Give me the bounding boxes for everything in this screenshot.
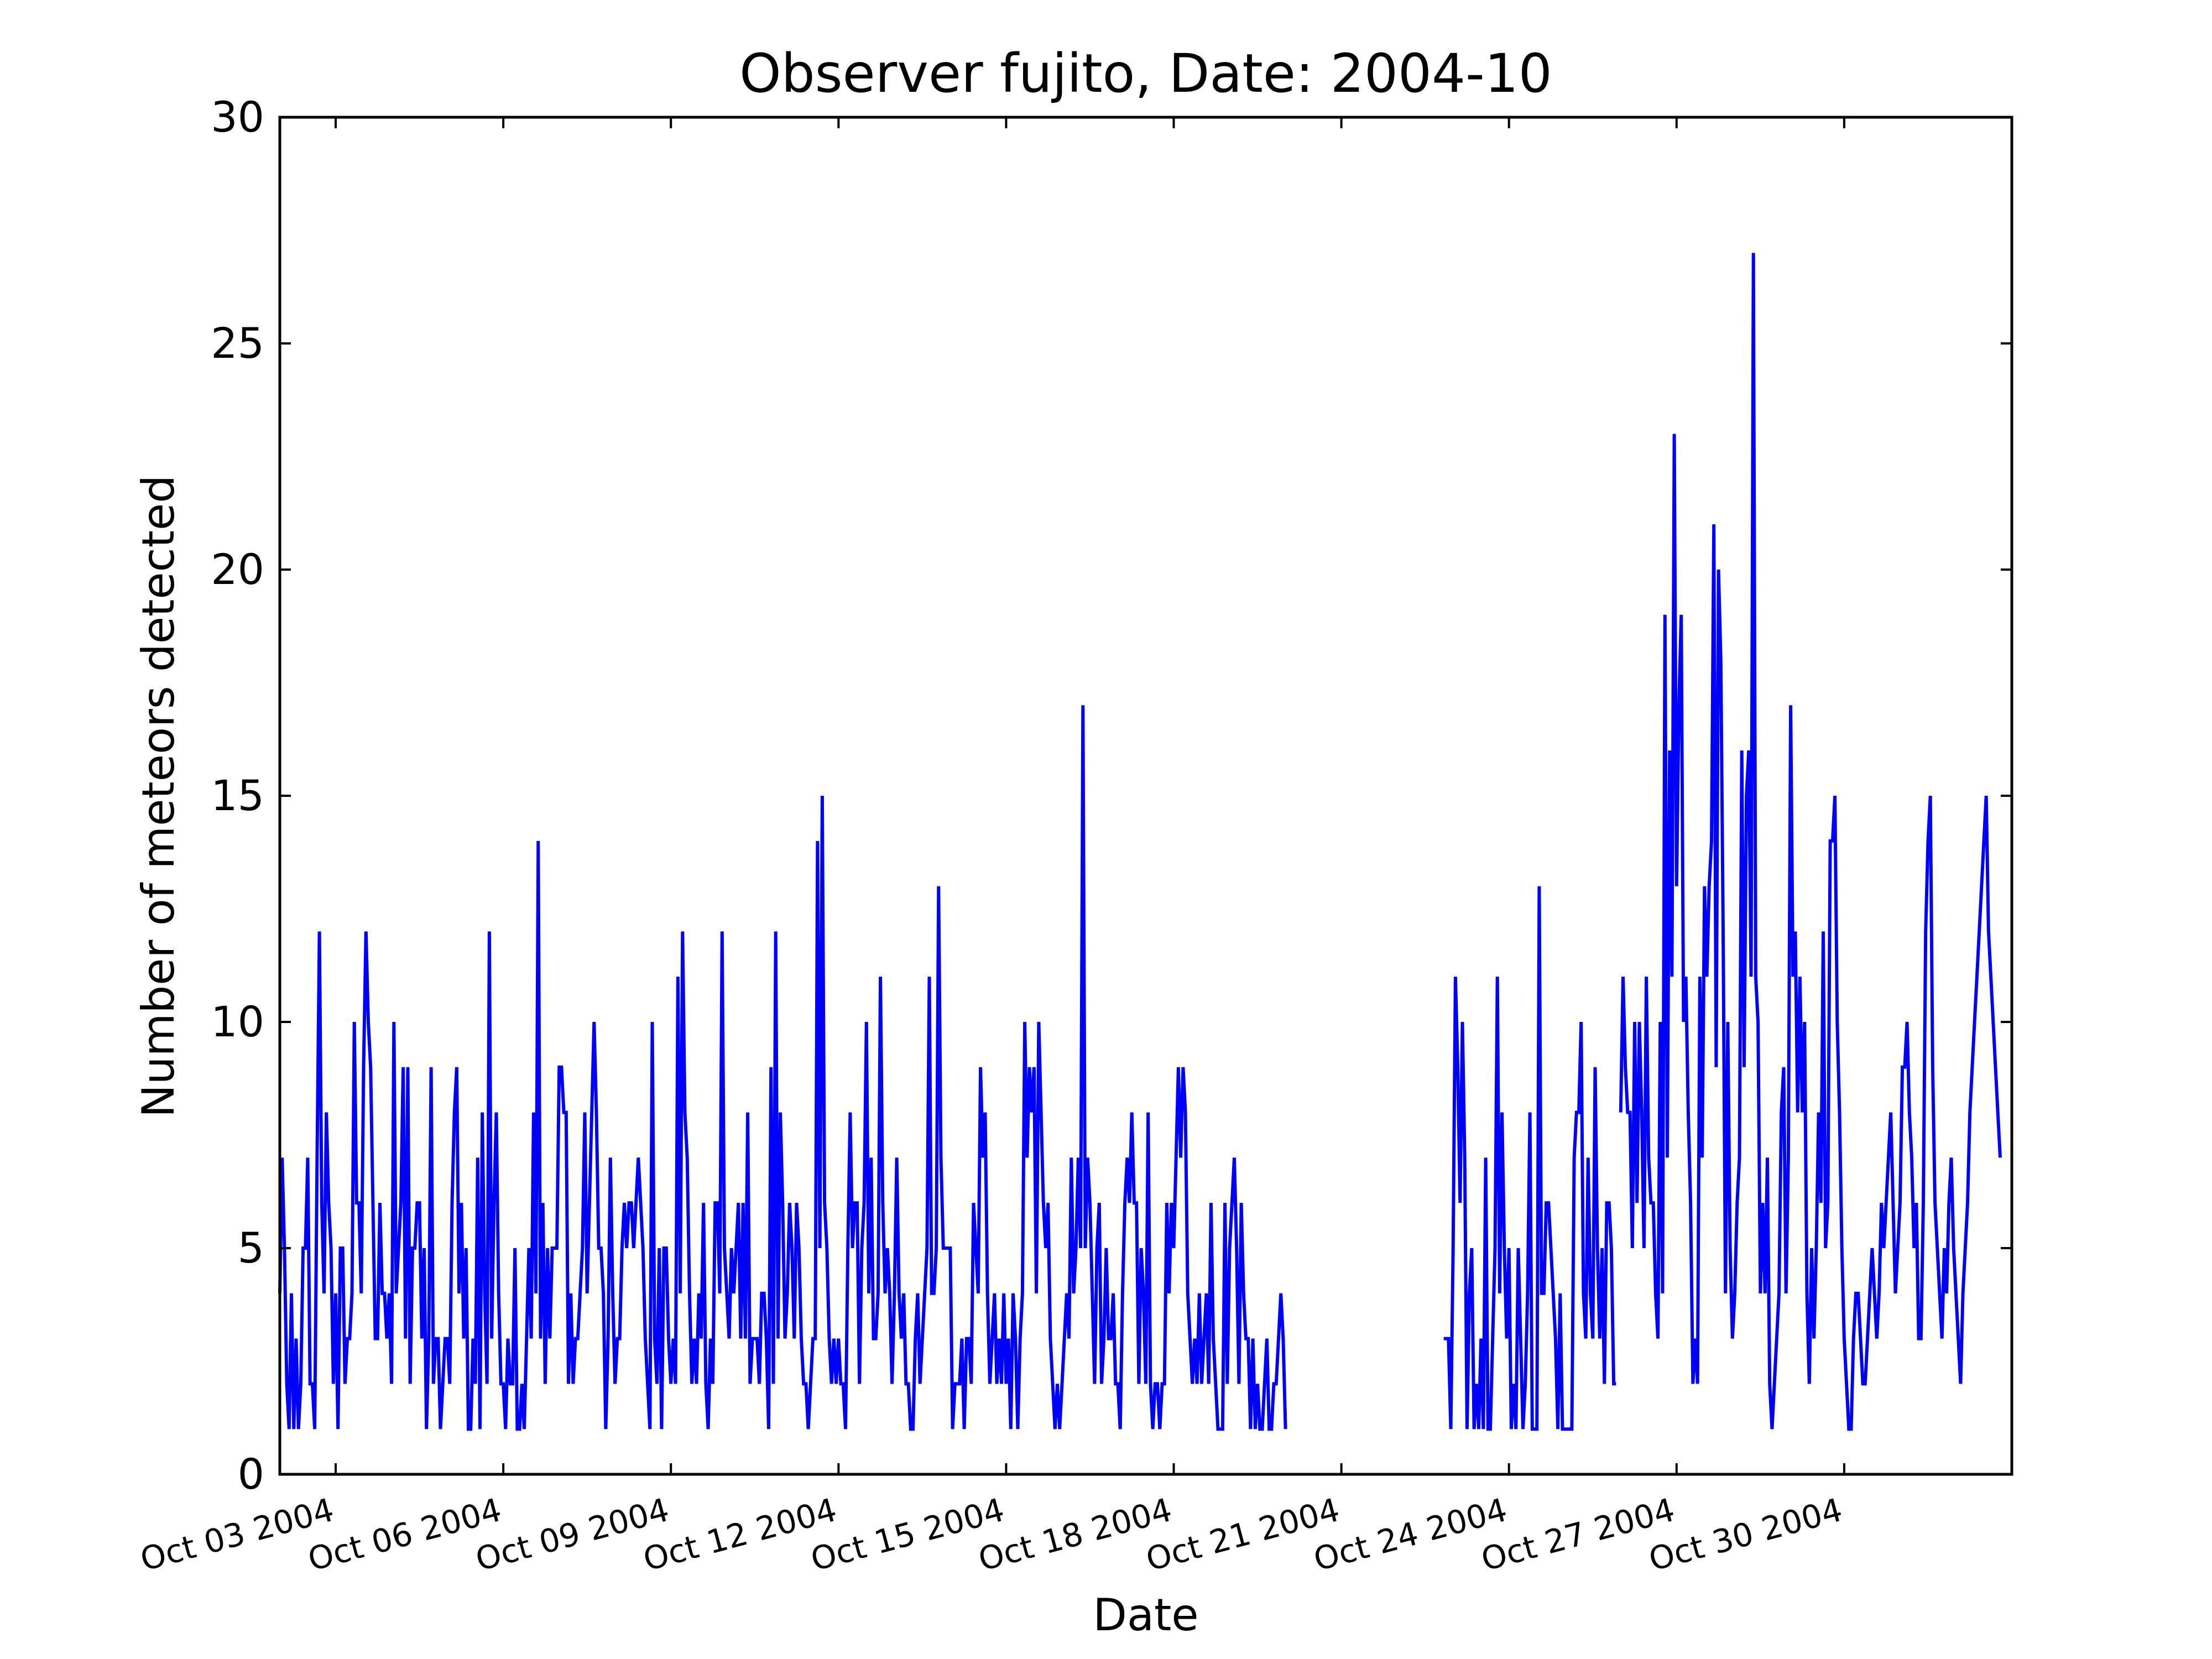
series-line-segment-3: [1619, 253, 2002, 1431]
series-line-segment-1: [278, 705, 1287, 1431]
y-axis-ticks: 0 5 10 15 20 25 30: [211, 92, 2012, 1499]
y-tick-label: 10: [211, 997, 264, 1046]
y-tick-label: 0: [238, 1449, 264, 1499]
y-tick-label: 25: [211, 319, 264, 368]
chart-title: Observer fujito, Date: 2004-10: [739, 43, 1552, 105]
y-tick-label: 5: [238, 1223, 264, 1272]
plot-lines: [278, 253, 2002, 1431]
y-tick-label: 20: [211, 545, 264, 594]
x-axis-label: Date: [1093, 1589, 1198, 1641]
y-tick-label: 30: [211, 92, 264, 142]
y-tick-label: 15: [211, 771, 264, 820]
y-axis-label: Number of meteors detected: [133, 475, 184, 1118]
series-line-segment-2: [1443, 886, 1616, 1431]
